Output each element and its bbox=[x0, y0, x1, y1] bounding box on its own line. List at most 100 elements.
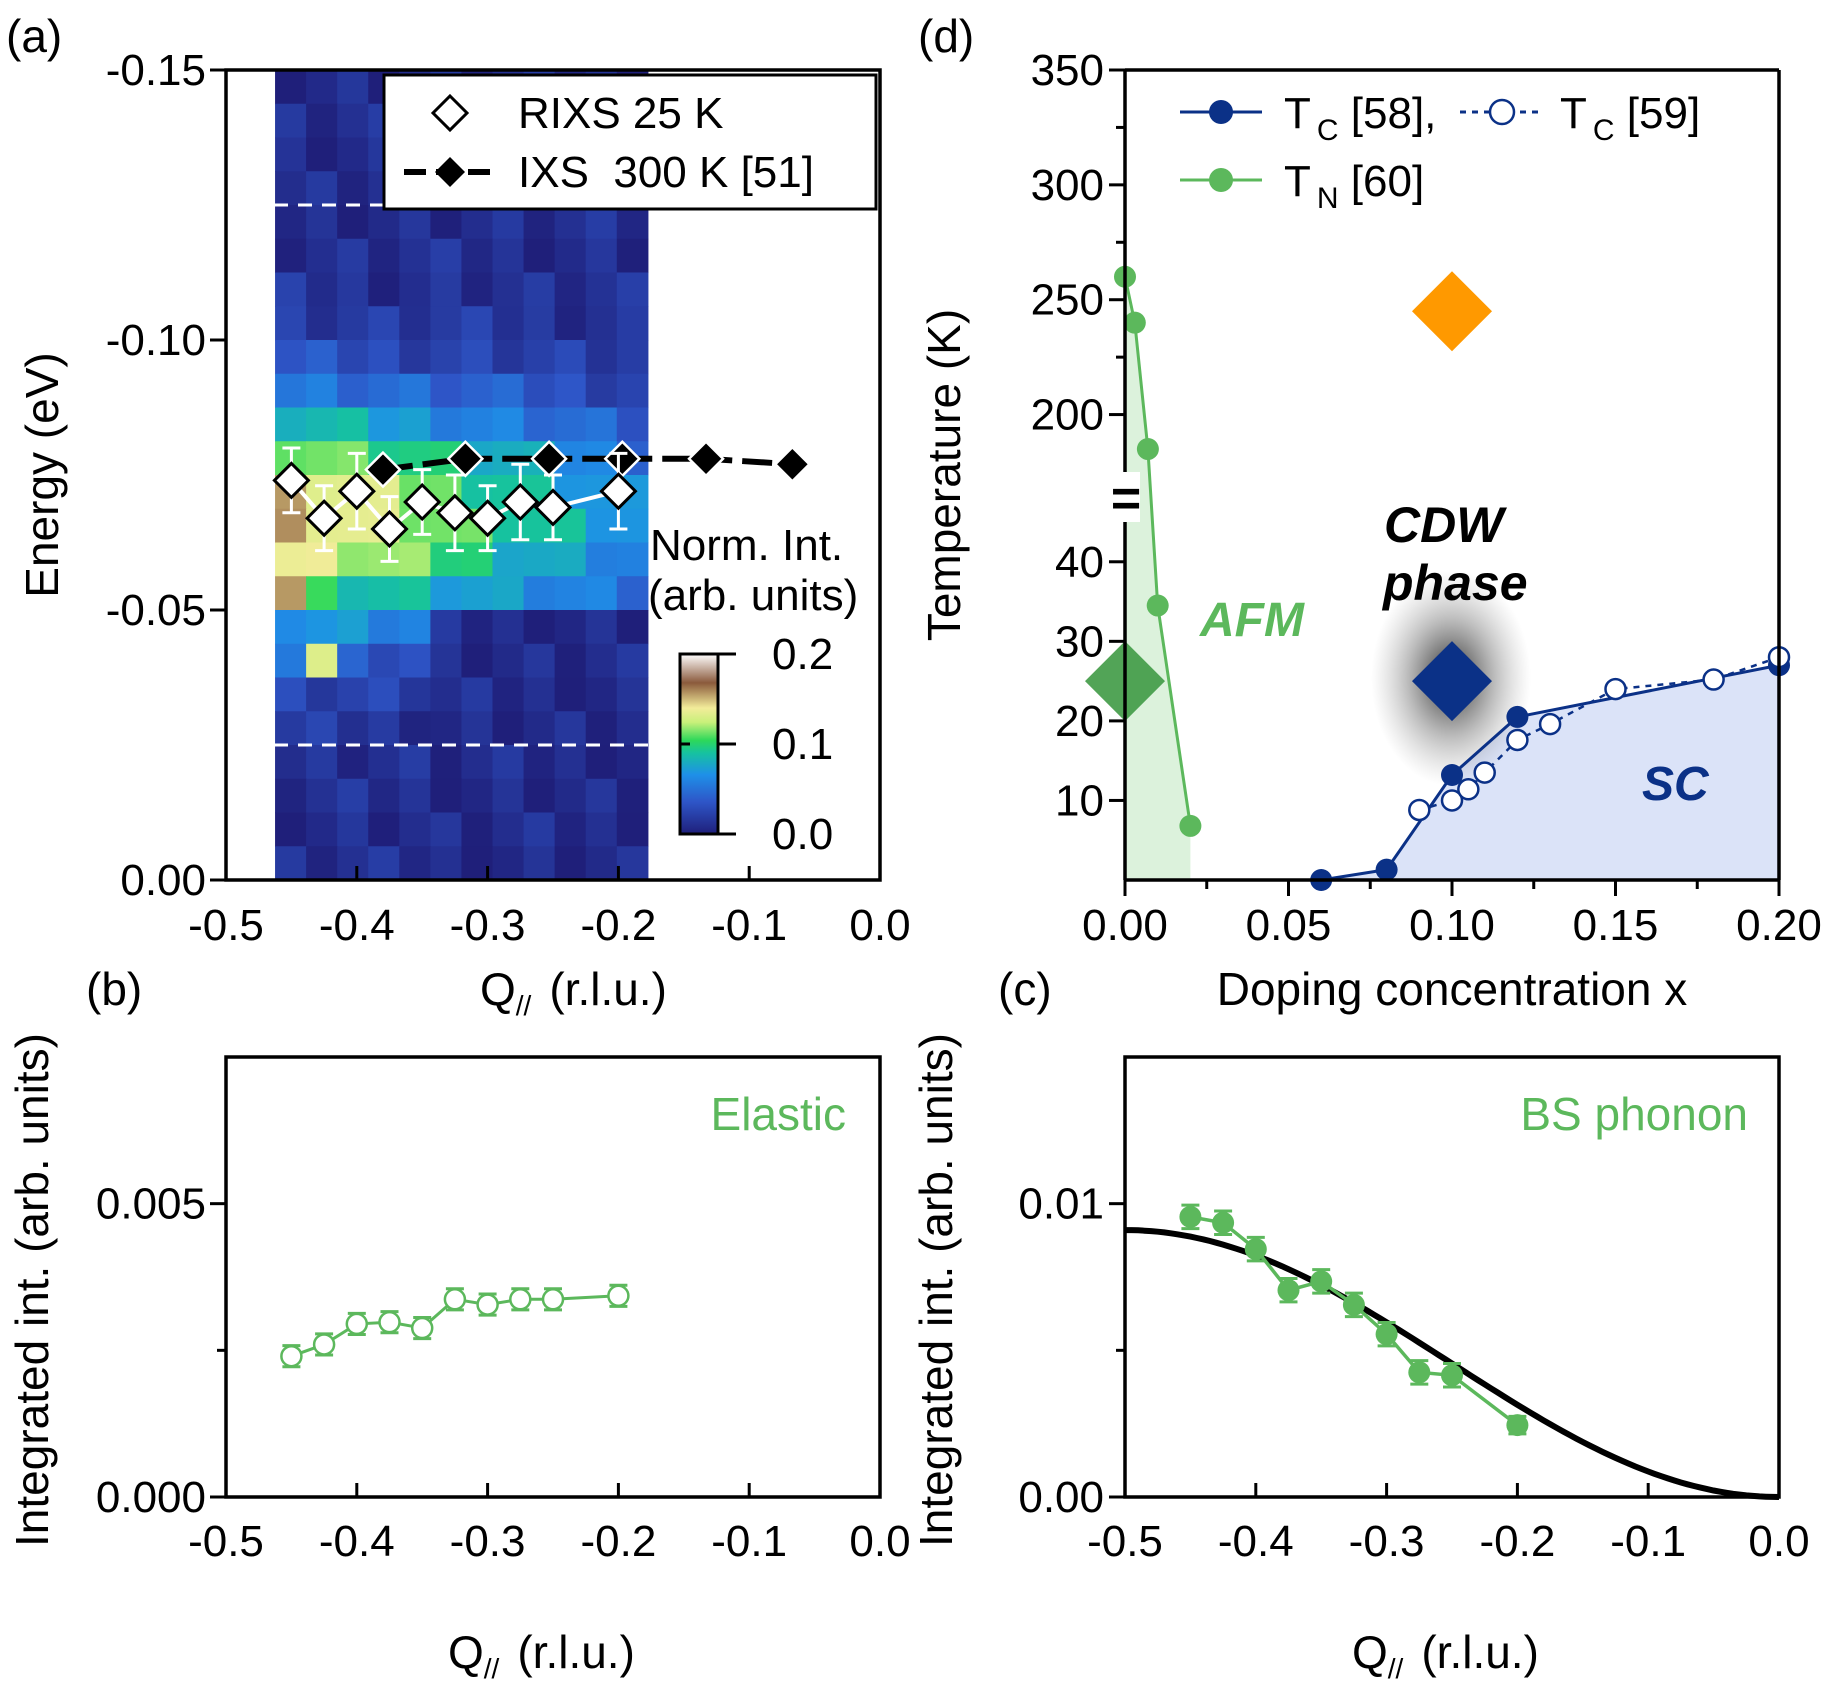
legend-tc58-ref: [58], bbox=[1339, 89, 1437, 138]
heatmap-cell bbox=[337, 745, 369, 780]
heatmap-cell bbox=[337, 812, 369, 847]
heatmap-cell bbox=[337, 610, 369, 645]
dashed-energy-lines bbox=[226, 203, 880, 747]
heatmap-cell bbox=[275, 610, 307, 645]
heatmap-cell bbox=[616, 745, 649, 780]
heatmap-cell bbox=[337, 272, 369, 307]
heatmap-cell bbox=[275, 103, 307, 139]
heatmap-cell bbox=[554, 306, 587, 341]
heatmap-cell bbox=[461, 711, 494, 746]
y-tick-label: -0.15 bbox=[106, 46, 206, 95]
ylabel-d: Temperature (K) bbox=[918, 309, 970, 641]
heatmap-cell bbox=[430, 812, 463, 847]
heatmap-cell bbox=[523, 272, 556, 307]
heatmap-cell bbox=[275, 711, 307, 746]
heatmap-cell bbox=[523, 846, 556, 881]
legend-a: RIXS 25 K IXS 300 K [51] bbox=[382, 73, 878, 211]
heatmap-cell bbox=[306, 306, 338, 341]
series-ixs bbox=[364, 440, 812, 489]
plot-frame-c bbox=[1123, 1055, 1781, 1499]
heatmap-cell bbox=[523, 306, 556, 341]
rixs-point bbox=[435, 493, 475, 532]
heatmap-cell bbox=[616, 610, 649, 645]
bs-point bbox=[1310, 1270, 1333, 1293]
legend-tc59-main: T bbox=[1560, 89, 1587, 138]
heatmap-cell bbox=[368, 846, 400, 881]
heatmap-cell bbox=[306, 441, 338, 476]
heatmap-cell bbox=[430, 610, 463, 645]
ixs-point bbox=[446, 440, 485, 478]
x-tick-label: -0.4 bbox=[1218, 1517, 1294, 1566]
tn-point bbox=[1136, 438, 1159, 461]
elastic-point bbox=[280, 1344, 303, 1368]
heatmap-cell bbox=[430, 778, 463, 814]
heatmap-cell bbox=[461, 778, 494, 814]
heatmap-cell bbox=[306, 778, 338, 814]
heatmap-cell bbox=[368, 778, 400, 814]
heatmap-cell bbox=[337, 846, 369, 881]
panel-d-label: (d) bbox=[918, 10, 974, 62]
legend-tn-sub: N bbox=[1317, 182, 1339, 215]
panel-a: (a) -0.5 -0.4 -0.3 -0.2 -0.1 0.0 0.00 -0.05 -0.1… bbox=[6, 10, 911, 1021]
heatmap-cell bbox=[585, 238, 618, 274]
legend-tn-marker bbox=[1209, 168, 1233, 192]
heatmap-cell bbox=[368, 272, 400, 307]
heatmap-cell bbox=[523, 205, 556, 240]
x-tick-label: -0.4 bbox=[319, 1517, 395, 1566]
heatmap-cell bbox=[585, 373, 618, 409]
heatmap-cell bbox=[399, 340, 431, 375]
heatmap-cell bbox=[554, 812, 587, 847]
heatmap-cell bbox=[492, 711, 525, 746]
heatmap-cell bbox=[275, 373, 307, 409]
heatmap-cell bbox=[554, 711, 587, 746]
heatmap-cell bbox=[585, 677, 618, 712]
heatmap-cell bbox=[585, 407, 618, 442]
y-tick-label: 20 bbox=[1055, 697, 1104, 746]
heatmap-cell bbox=[399, 576, 431, 611]
heatmap-cell bbox=[275, 542, 307, 577]
heatmap-cell bbox=[523, 373, 556, 409]
rixs-point bbox=[599, 472, 638, 511]
y-tick-label: 0.005 bbox=[96, 1180, 206, 1229]
annotation-elastic: Elastic bbox=[711, 1088, 846, 1140]
heatmap-cell bbox=[492, 542, 525, 577]
heatmap-cell bbox=[368, 610, 400, 645]
heatmap-cell bbox=[461, 306, 494, 341]
y-tick-label: 0.000 bbox=[96, 1473, 206, 1522]
x-tick-label: 0.0 bbox=[1748, 1517, 1809, 1566]
heatmap-cell bbox=[306, 610, 338, 645]
ixs-point bbox=[364, 450, 402, 489]
afm-region bbox=[1125, 276, 1191, 880]
heatmap-cell bbox=[461, 205, 494, 240]
colorbar-tick-label: 0.2 bbox=[772, 630, 833, 679]
xlabel-a: Q// (r.l.u.) bbox=[480, 963, 667, 1021]
heatmap-cell bbox=[585, 306, 618, 341]
heatmap-cell bbox=[306, 272, 338, 307]
tc59-point bbox=[1408, 798, 1431, 822]
x-tick-label: -0.2 bbox=[1479, 1517, 1555, 1566]
heatmap-cell bbox=[492, 677, 525, 712]
heatmap-cell bbox=[337, 711, 369, 746]
y-tick-label: -0.05 bbox=[106, 586, 206, 635]
legend-tc59-sub: C bbox=[1593, 114, 1615, 147]
xlabel-a-sub: // bbox=[516, 990, 532, 1021]
heatmap-cell bbox=[337, 677, 369, 712]
legend-rixs-label: RIXS 25 K bbox=[518, 89, 723, 138]
heatmap-cell bbox=[306, 137, 338, 172]
heatmap-cell bbox=[275, 306, 307, 341]
plot-frame-b bbox=[224, 1055, 882, 1499]
heatmap-cell bbox=[523, 576, 556, 611]
colorbar-tick-label: 0.1 bbox=[772, 720, 833, 769]
heatmap-cell bbox=[368, 745, 400, 780]
heatmap-cell bbox=[368, 542, 400, 577]
heatmap-cell bbox=[523, 643, 556, 679]
heatmap-cell bbox=[275, 205, 307, 240]
panel-c: (c) -0.5 -0.4 -0.3 -0.2 -0.1 0.0 0.00 0.01 Inte… bbox=[910, 963, 1810, 1684]
heatmap-cell bbox=[306, 373, 338, 409]
ylabel-b: Integrated int. (arb. units) bbox=[6, 1033, 58, 1547]
heatmap-cell bbox=[430, 643, 463, 679]
heatmap-cell bbox=[399, 643, 431, 679]
y-tick-label: 0.00 bbox=[1018, 1473, 1104, 1522]
heatmap-cell bbox=[399, 205, 431, 240]
